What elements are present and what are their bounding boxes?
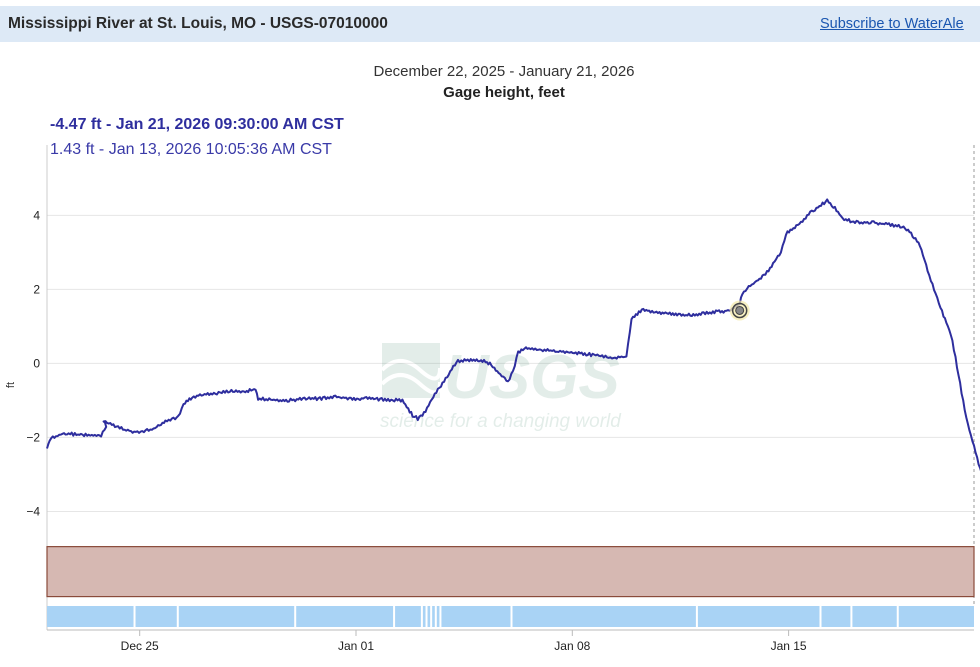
y-axis-label: ft	[5, 382, 17, 388]
x-tick-label: Jan 15	[771, 639, 807, 653]
data-availability-timeline[interactable]	[47, 606, 980, 627]
y-tick-label: 4	[33, 208, 40, 222]
grid-lines	[47, 214, 974, 512]
x-tick-label: Dec 25	[121, 639, 159, 653]
x-axis-ticks: Dec 25 Jan 01 Jan 08 Jan 15	[121, 630, 807, 653]
y-tick-label: 0	[33, 356, 40, 370]
gage-height-line	[46, 198, 980, 472]
hover-point-marker	[729, 300, 750, 321]
x-tick-label: Jan 01	[338, 639, 374, 653]
y-tick-label: −2	[26, 430, 40, 444]
hover-value-readout: 1.43 ft - Jan 13, 2026 10:05:36 AM CST	[50, 141, 332, 158]
current-value-readout: -4.47 ft - Jan 21, 2026 09:30:00 AM CST	[50, 116, 344, 133]
chart-period: December 22, 2025 - January 21, 2026	[373, 63, 635, 80]
y-axis-ticks: −4 −2 0 2 4	[26, 208, 40, 518]
shaded-band	[46, 546, 975, 598]
usgs-logo-icon	[380, 343, 442, 398]
header-bar: Mississippi River at St. Louis, MO - USG…	[0, 6, 980, 42]
station-title: Mississippi River at St. Louis, MO - USG…	[8, 15, 388, 32]
x-tick-label: Jan 08	[554, 639, 590, 653]
y-tick-label: −4	[26, 504, 40, 518]
y-tick-label: 2	[33, 282, 40, 296]
subscribe-link[interactable]: Subscribe to WaterAle	[820, 16, 964, 32]
chart-title: Gage height, feet	[443, 84, 565, 101]
watermark-tagline: science for a changing world	[380, 411, 622, 432]
